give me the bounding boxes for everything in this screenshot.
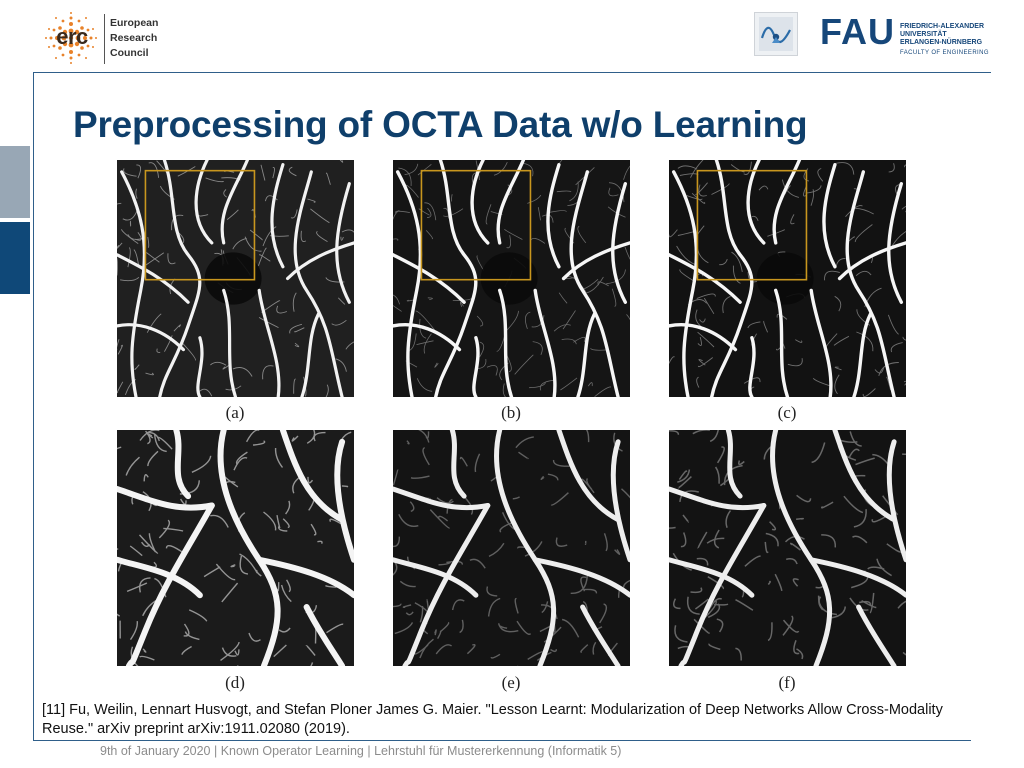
octa-vessel-graphic — [393, 430, 630, 666]
octa-image-d — [117, 430, 354, 666]
octa-vessel-graphic — [393, 160, 630, 397]
caption-c: (c) — [777, 403, 797, 422]
fau-mark: FAU — [820, 11, 895, 52]
side-tab-previous — [0, 146, 30, 218]
fau-name-line: UNIVERSITÄT — [900, 31, 947, 38]
caption-b: (b) — [501, 403, 521, 422]
erc-name-line: Council — [110, 47, 149, 59]
erc-logo: erc European Research Council — [40, 8, 170, 68]
footer-separator: | — [213, 744, 218, 758]
erc-abbrev: erc — [56, 24, 88, 49]
fau-logo: FAU FRIEDRICH-ALEXANDER UNIVERSITÄT ERLA… — [820, 14, 1000, 60]
octa-image-f — [669, 430, 906, 666]
octa-image-c — [669, 160, 906, 397]
slide-footer: 9th of January 2020 | Known Operator Lea… — [100, 744, 621, 758]
reference-citation: [11] Fu, Weilin, Lennart Husvogt, and St… — [42, 702, 943, 737]
footer-talk-title: Known Operator Learning — [220, 744, 364, 758]
octa-image-a — [117, 160, 354, 397]
frame-bottom-rule — [33, 740, 971, 741]
caption-e: (e) — [501, 673, 521, 692]
caption-d: (d) — [225, 673, 245, 692]
fau-faculty: FACULTY OF ENGINEERING — [900, 50, 989, 56]
footer-institute: Lehrstuhl für Mustererkennung (Informati… — [374, 744, 622, 758]
caption-a: (a) — [225, 403, 245, 422]
octa-image-b — [393, 160, 630, 397]
footer-separator: | — [367, 744, 371, 758]
octa-vessel-graphic — [669, 430, 906, 666]
slide-title: Preprocessing of OCTA Data w/o Learning — [73, 104, 808, 145]
caption-f: (f) — [778, 673, 796, 692]
frame-top-rule — [33, 72, 991, 73]
erc-divider — [104, 14, 105, 64]
frame-left-rule — [33, 72, 34, 740]
octa-image-e — [393, 430, 630, 666]
erc-name-line: Research — [110, 32, 158, 44]
fau-name-line: ERLANGEN-NÜRNBERG — [900, 39, 983, 46]
octa-vessel-graphic — [117, 160, 354, 397]
pattern-recognition-lab-icon — [754, 12, 798, 56]
side-tab-current — [0, 222, 30, 294]
erc-name: European Research Council — [110, 16, 180, 61]
octa-vessel-graphic — [669, 160, 906, 397]
erc-name-line: European — [110, 17, 159, 29]
octa-vessel-graphic — [117, 430, 354, 666]
footer-date: 9th of January 2020 — [100, 744, 211, 758]
fau-name-line: FRIEDRICH-ALEXANDER — [900, 23, 984, 30]
erc-emblem-icon — [40, 8, 102, 68]
fau-name: FRIEDRICH-ALEXANDER UNIVERSITÄT ERLANGEN… — [900, 23, 984, 47]
